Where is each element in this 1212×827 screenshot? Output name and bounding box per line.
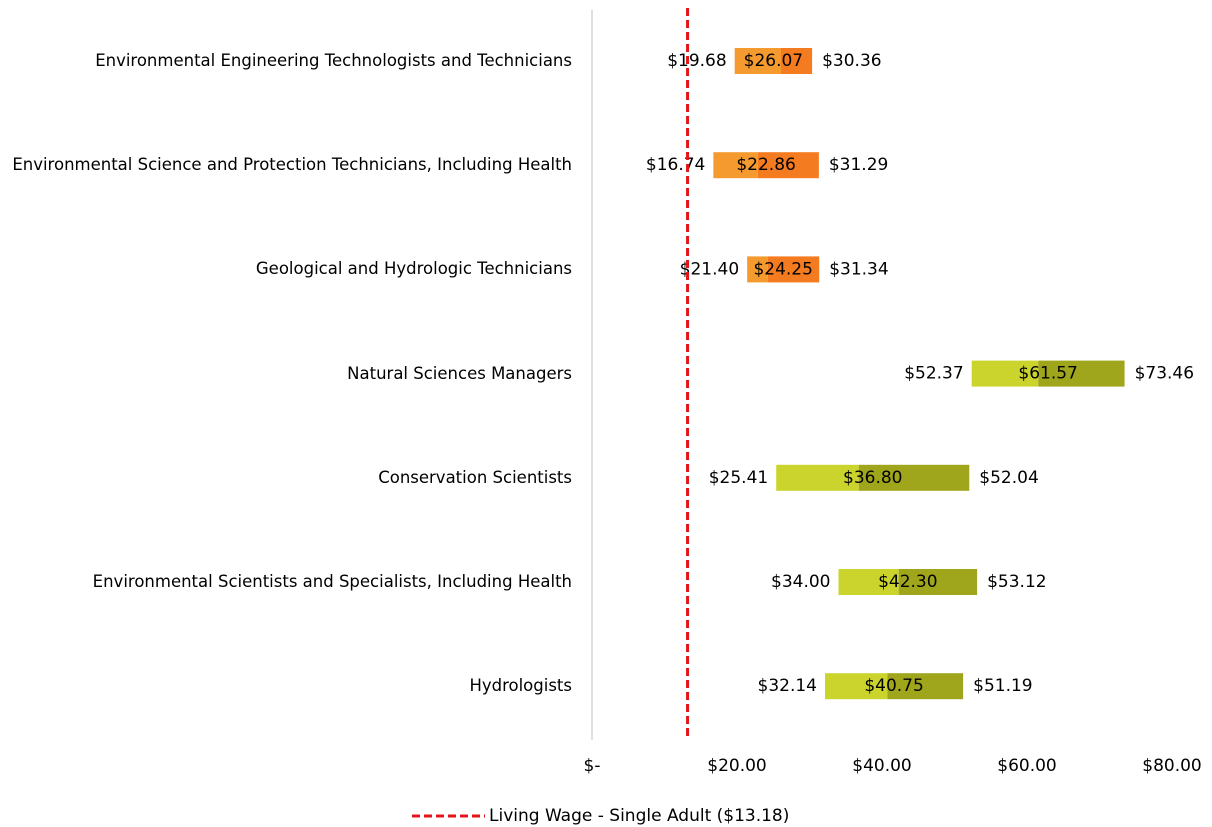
bar-low-segment xyxy=(713,152,758,179)
low-label: $34.00 xyxy=(771,572,830,592)
bar-high-segment xyxy=(757,152,819,179)
bar-high-segment xyxy=(781,48,813,74)
high-label: $73.46 xyxy=(1135,364,1194,384)
high-label: $30.36 xyxy=(822,51,881,71)
bar-low-segment xyxy=(776,464,859,491)
median-label: $26.07 xyxy=(744,51,803,71)
x-tick-label: $- xyxy=(584,756,601,776)
median-label: $22.86 xyxy=(736,155,795,175)
low-label: $52.37 xyxy=(904,364,963,384)
low-label: $19.68 xyxy=(667,51,726,71)
legend-label: Living Wage - Single Adult ($13.18) xyxy=(489,806,789,826)
bar-high-segment xyxy=(767,256,820,283)
bar-high-segment xyxy=(1038,360,1125,387)
bar-high-segment xyxy=(898,569,978,595)
low-label: $32.14 xyxy=(758,676,817,696)
bar-high-segment xyxy=(887,673,964,700)
category-label: Natural Sciences Managers xyxy=(347,363,572,383)
x-tick-label: $40.00 xyxy=(852,756,911,776)
median-label: $40.75 xyxy=(864,676,923,696)
high-label: $51.19 xyxy=(973,676,1032,696)
bar-low-segment xyxy=(971,360,1039,387)
bar-low-segment xyxy=(747,256,768,283)
low-label: $25.41 xyxy=(709,468,768,488)
low-label: $16.74 xyxy=(646,155,705,175)
median-label: $36.80 xyxy=(843,468,902,488)
high-label: $52.04 xyxy=(979,468,1038,488)
category-label: Environmental Scientists and Specialists… xyxy=(92,572,572,591)
median-label: $61.57 xyxy=(1018,364,1077,384)
high-label: $31.29 xyxy=(829,155,888,175)
low-label: $21.40 xyxy=(680,259,739,279)
category-label: Conservation Scientists xyxy=(378,467,572,487)
category-label: Environmental Engineering Technologists … xyxy=(95,51,572,70)
bar-high-segment xyxy=(858,464,970,491)
category-label: Environmental Science and Protection Tec… xyxy=(12,155,572,175)
x-tick-label: $20.00 xyxy=(707,756,766,776)
x-tick-label: $60.00 xyxy=(997,756,1056,776)
category-label: Geological and Hydrologic Technicians xyxy=(255,259,572,279)
bar-low-segment xyxy=(825,673,888,700)
bar-low-segment xyxy=(838,569,899,595)
median-label: $42.30 xyxy=(878,572,937,592)
x-tick-label: $80.00 xyxy=(1142,756,1201,776)
high-label: $31.34 xyxy=(829,259,888,279)
median-label: $24.25 xyxy=(753,259,812,279)
category-label: Hydrologists xyxy=(469,676,572,696)
high-label: $53.12 xyxy=(987,572,1046,592)
bar-low-segment xyxy=(734,48,782,74)
